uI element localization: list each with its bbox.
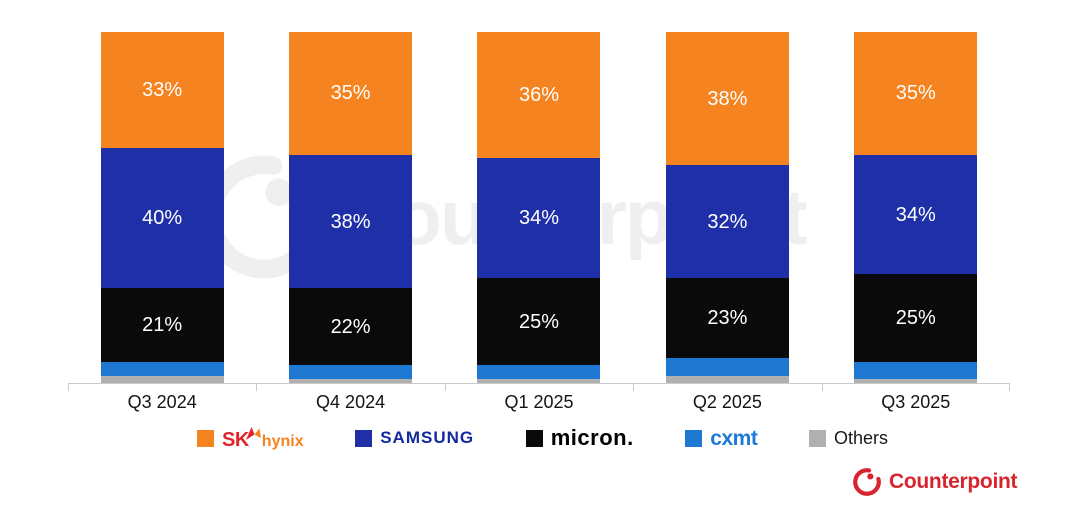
legend: SK hynix SAMSUNG micron. cxmt Others: [197, 424, 888, 452]
bar-segment-cxmt: [477, 365, 601, 380]
sk-hynix-logo-sk: SK: [222, 428, 249, 451]
segment-value-label: 40%: [142, 207, 183, 230]
x-axis-label-q3-2024: Q3 2024: [127, 392, 197, 412]
segment-value-label: 35%: [895, 82, 936, 105]
segment-value-label: 22%: [330, 315, 371, 338]
bar-cell-q1-2025: 36% 34% 25%: [445, 32, 633, 383]
segment-value-label: 21%: [142, 314, 183, 337]
bar-segment-samsung: 32%: [665, 165, 789, 278]
x-axis-label-q4-2024: Q4 2024: [316, 392, 386, 412]
bar-cell-q4-2024: 35% 38% 22%: [256, 32, 444, 383]
bar-segment-sk-hynix: 35%: [289, 32, 413, 155]
sk-hynix-butterfly-icon: [245, 426, 261, 440]
bar-segment-micron: 23%: [665, 277, 789, 359]
bar-segment-cxmt: [665, 358, 789, 376]
segment-value-label: 35%: [330, 82, 371, 105]
legend-item-others: Others: [808, 427, 888, 449]
bar-segment-sk-hynix: 38%: [665, 32, 789, 166]
bar-segment-others: [477, 379, 601, 383]
bar-segment-others: [289, 379, 413, 383]
segment-value-label: 38%: [707, 87, 748, 110]
segment-value-label: 34%: [518, 207, 559, 230]
legend-item-cxmt: cxmt: [685, 426, 758, 450]
legend-item-micron: micron.: [525, 425, 634, 450]
counterpoint-logo: Counterpoint: [853, 468, 1018, 496]
segment-value-label: 36%: [518, 84, 559, 107]
bar-segment-cxmt: [289, 365, 413, 380]
x-axis-tick: [256, 384, 258, 391]
legend-swatch-micron: [525, 429, 543, 447]
bar-segment-sk-hynix: 35%: [854, 32, 978, 155]
counterpoint-logo-icon: [853, 468, 881, 496]
x-axis-tick: [821, 384, 823, 391]
bar-segment-micron: 22%: [289, 288, 413, 366]
stacked-bar-q1-2025: 36% 34% 25%: [477, 32, 601, 383]
samsung-logo: SAMSUNG: [380, 428, 475, 447]
bar-cell-q2-2025: 38% 32% 23%: [633, 32, 821, 383]
legend-swatch-sk-hynix: [197, 429, 214, 447]
segment-value-label: 25%: [518, 310, 559, 333]
stacked-bar-q3-2025: 35% 34% 25%: [854, 32, 978, 383]
bar-segment-samsung: 34%: [477, 158, 601, 278]
legend-item-samsung: SAMSUNG: [355, 428, 474, 448]
x-axis-tick: [1009, 384, 1010, 391]
bar-cell-q3-2024: 33% 40% 21%: [68, 32, 256, 383]
x-axis-tick: [444, 384, 446, 391]
bar-segment-cxmt: [854, 361, 978, 380]
bar-cell-q3-2025: 35% 34% 25%: [822, 32, 1010, 383]
sk-hynix-logo-hynix: hynix: [261, 432, 304, 450]
segment-value-label: 33%: [142, 78, 183, 101]
bar-segment-micron: 25%: [477, 277, 601, 366]
x-axis-tick: [633, 384, 635, 391]
bar-segment-micron: 25%: [854, 274, 978, 362]
x-axis-label-q2-2025: Q2 2025: [692, 392, 762, 412]
x-axis-label-q1-2025: Q1 2025: [504, 392, 574, 412]
legend-swatch-samsung: [355, 429, 373, 447]
plot-area: 33% 40% 21% 35% 38% 22% 36% 34% 25% 38% 32% 23% 35% 3…: [68, 32, 1010, 383]
legend-item-sk-hynix: SK hynix: [197, 426, 304, 451]
x-axis-line: [68, 383, 1010, 391]
segment-value-label: 32%: [707, 210, 748, 233]
x-axis-labels: Q3 2024 Q4 2024 Q1 2025 Q2 2025 Q3 2025: [68, 392, 1010, 413]
cxmt-logo: cxmt: [710, 426, 758, 450]
legend-swatch-others: [808, 429, 826, 447]
bar-segment-samsung: 34%: [854, 154, 978, 275]
bar-segment-others: [854, 379, 978, 383]
stacked-bar-q4-2024: 35% 38% 22%: [289, 32, 413, 383]
segment-value-label: 25%: [895, 307, 936, 330]
segment-value-label: 34%: [895, 203, 936, 226]
x-axis-label-q3-2025: Q3 2025: [881, 392, 951, 412]
x-axis-tick: [68, 384, 69, 391]
bar-segment-samsung: 40%: [100, 147, 224, 289]
counterpoint-logo-text: Counterpoint: [889, 470, 1018, 493]
bar-segment-cxmt: [100, 361, 224, 376]
legend-swatch-cxmt: [685, 429, 703, 447]
bar-segment-others: [665, 375, 789, 383]
bar-segment-micron: 21%: [100, 288, 224, 362]
micron-logo: micron.: [550, 425, 634, 450]
bar-segment-samsung: 38%: [289, 154, 413, 289]
sk-hynix-logo: SK hynix: [222, 426, 304, 451]
bar-segment-others: [100, 375, 224, 383]
stacked-bar-q3-2024: 33% 40% 21%: [100, 32, 224, 383]
others-label: Others: [833, 427, 888, 448]
bar-segment-sk-hynix: 36%: [477, 32, 601, 159]
bar-segment-sk-hynix: 33%: [100, 32, 224, 148]
stacked-bar-q2-2025: 38% 32% 23%: [665, 32, 789, 383]
segment-value-label: 38%: [330, 210, 371, 233]
segment-value-label: 23%: [707, 307, 748, 330]
